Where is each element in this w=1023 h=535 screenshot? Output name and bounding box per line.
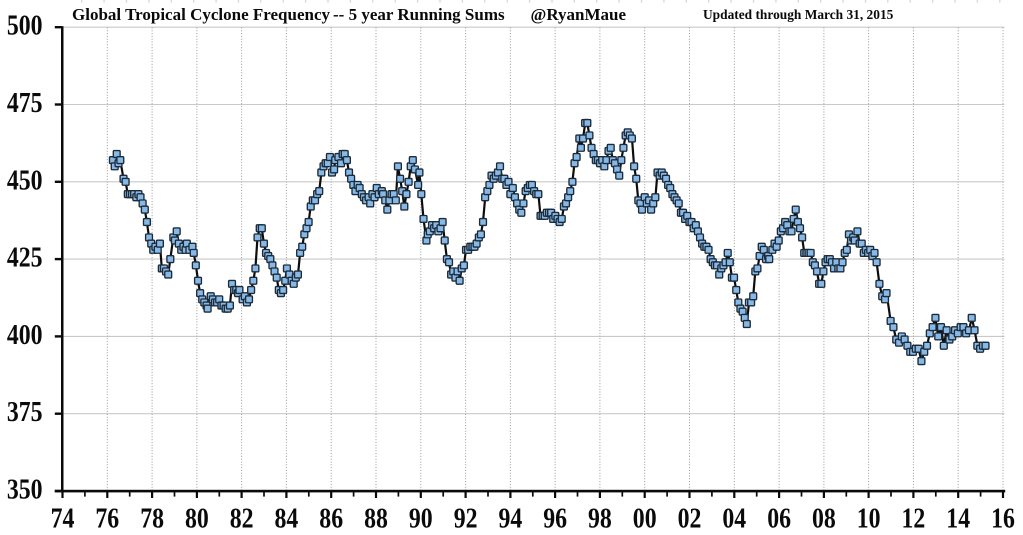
svg-text:@RyanMaue: @RyanMaue (531, 5, 627, 24)
svg-text:16: 16 (991, 503, 1015, 534)
svg-text:14: 14 (946, 503, 970, 534)
svg-text:88: 88 (364, 503, 388, 534)
svg-text:375: 375 (7, 396, 43, 427)
svg-text:04: 04 (722, 503, 746, 534)
svg-text:80: 80 (185, 503, 209, 534)
svg-text:78: 78 (140, 503, 164, 534)
svg-text:10: 10 (857, 503, 881, 534)
svg-text:96: 96 (543, 503, 567, 534)
svg-text:08: 08 (812, 503, 836, 534)
svg-text:82: 82 (230, 503, 254, 534)
svg-text:02: 02 (678, 503, 702, 534)
svg-text:450: 450 (7, 165, 43, 196)
svg-text:84: 84 (275, 503, 299, 534)
svg-text:Updated through March 31, 2015: Updated through March 31, 2015 (703, 7, 894, 22)
svg-text:76: 76 (95, 503, 119, 534)
svg-text:06: 06 (767, 503, 791, 534)
svg-text:86: 86 (319, 503, 343, 534)
svg-text:00: 00 (633, 503, 657, 534)
svg-text:475: 475 (7, 87, 43, 118)
svg-text:12: 12 (902, 503, 926, 534)
svg-text:400: 400 (7, 319, 43, 350)
svg-text:74: 74 (51, 503, 75, 534)
svg-text:350: 350 (7, 474, 43, 505)
svg-text:500: 500 (7, 10, 43, 41)
svg-text:90: 90 (409, 503, 433, 534)
svg-text:-- 5 year Running Sums: -- 5 year Running Sums (333, 5, 505, 24)
svg-text:94: 94 (499, 503, 523, 534)
svg-text:92: 92 (454, 503, 478, 534)
svg-text:425: 425 (7, 242, 43, 273)
svg-text:98: 98 (588, 503, 612, 534)
svg-text:Global Tropical Cyclone Freque: Global Tropical Cyclone Frequency (72, 5, 330, 24)
